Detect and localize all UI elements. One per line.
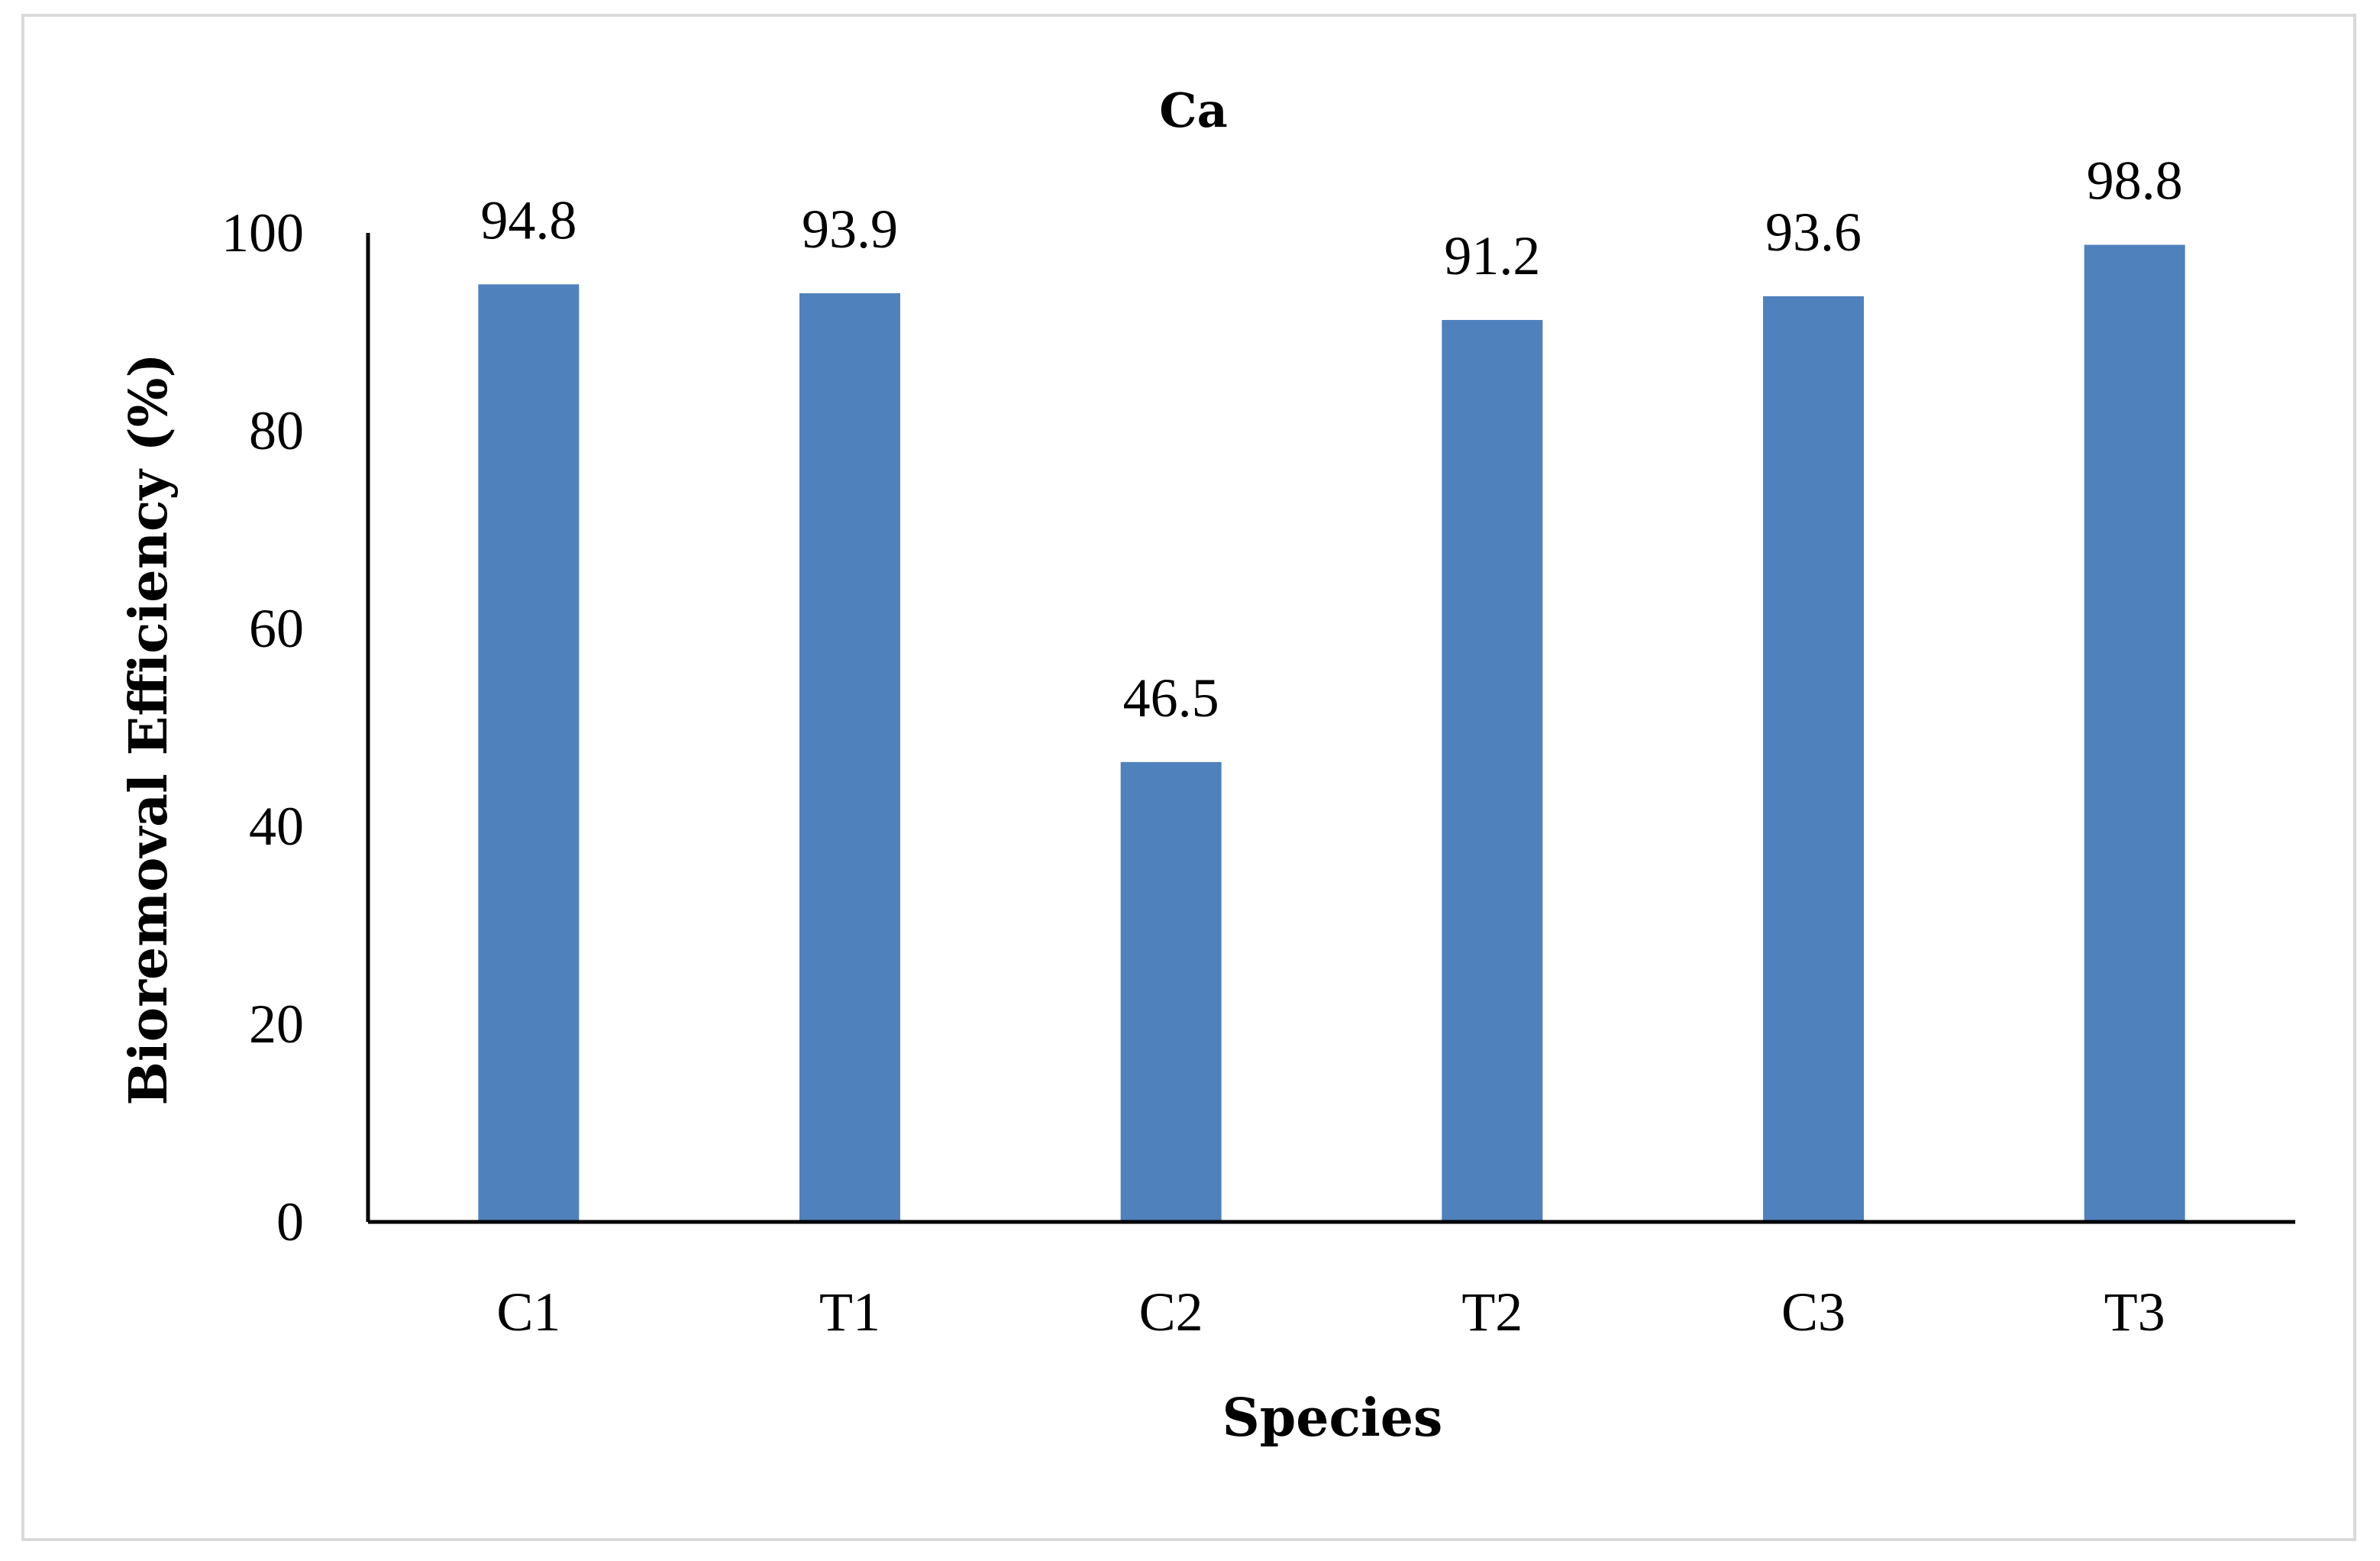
bar-c3 bbox=[1763, 296, 1864, 1222]
y-tick-label: 0 bbox=[276, 1191, 304, 1252]
bar-t1 bbox=[799, 292, 900, 1222]
y-tick-label: 100 bbox=[221, 202, 304, 263]
bar-c2 bbox=[1120, 761, 1222, 1222]
chart-title: Ca bbox=[1159, 82, 1228, 138]
x-tick-label-c2: C2 bbox=[1139, 1281, 1203, 1343]
x-tick-label-c1: C1 bbox=[496, 1281, 560, 1343]
x-tick-label-t2: T2 bbox=[1461, 1281, 1523, 1343]
data-label-c1: 94.8 bbox=[480, 189, 576, 250]
y-tick-label: 60 bbox=[249, 598, 304, 659]
bars bbox=[478, 244, 2185, 1223]
data-label-t2: 91.2 bbox=[1444, 225, 1540, 286]
x-tick-label-c3: C3 bbox=[1781, 1281, 1846, 1343]
x-axis-title: Species bbox=[1222, 1388, 1443, 1449]
data-label-c3: 93.6 bbox=[1765, 202, 1862, 263]
data-label-c2: 46.5 bbox=[1123, 667, 1219, 729]
y-tick-label: 40 bbox=[249, 796, 304, 857]
y-axis-title: Bioremoval Efficiency (%) bbox=[118, 353, 179, 1105]
bar-c1 bbox=[478, 284, 580, 1223]
bar-t2 bbox=[1442, 319, 1543, 1223]
y-tick-label: 80 bbox=[249, 400, 304, 461]
x-tick-label-t3: T3 bbox=[2104, 1281, 2165, 1343]
x-tick-label-t1: T1 bbox=[819, 1281, 880, 1343]
y-axis-ticks: 0 20 40 60 80 100 bbox=[221, 202, 304, 1252]
data-label-t1: 93.9 bbox=[802, 199, 898, 260]
y-tick-label: 20 bbox=[249, 994, 304, 1055]
data-label-t3: 98.8 bbox=[2087, 150, 2183, 212]
x-axis-ticks: C1 T1 C2 T2 C3 T3 bbox=[496, 1281, 2165, 1343]
data-labels: 94.8 93.9 46.5 91.2 93.6 98.8 bbox=[480, 150, 2182, 729]
bar-t3 bbox=[2084, 244, 2185, 1222]
